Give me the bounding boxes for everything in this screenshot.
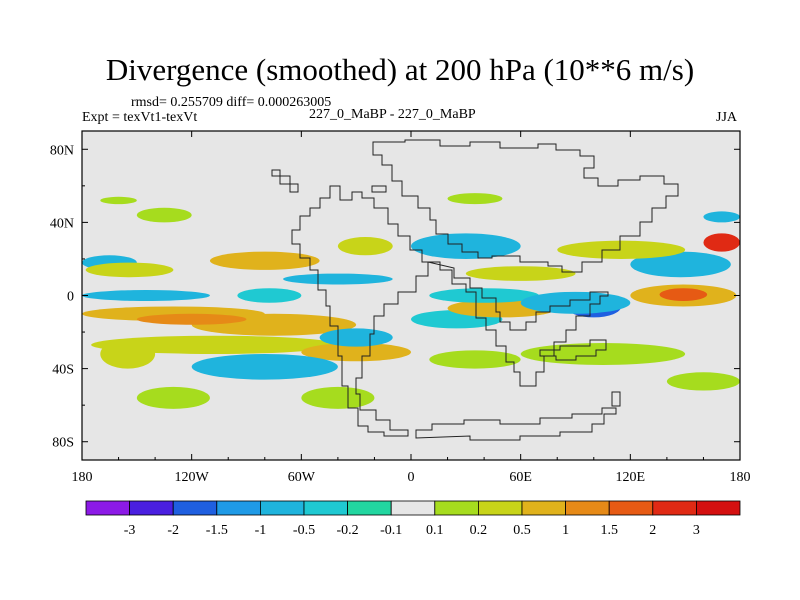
x-tick-label: 0: [408, 470, 415, 485]
anomaly-region: [136, 313, 247, 325]
anomaly-region: [703, 233, 740, 252]
x-tick-label: 120E: [616, 470, 646, 485]
anomaly-region: [411, 233, 521, 259]
anomaly-region: [209, 251, 320, 270]
x-tick-label: 120W: [175, 470, 210, 485]
experiment-label: Expt = texVt1-texVt: [82, 110, 198, 125]
x-tick-label: 180: [72, 470, 93, 485]
anomaly-region: [136, 386, 210, 409]
colorbar-swatch: [85, 500, 130, 516]
colorbar-label: 0.2: [470, 523, 488, 538]
colorbar-swatch: [303, 500, 348, 516]
colorbar-label: 3: [693, 523, 700, 538]
anomaly-region: [100, 196, 137, 205]
anomaly-region: [191, 353, 338, 380]
anomaly-region: [429, 350, 521, 369]
x-tick-label: 180: [730, 470, 751, 485]
continent-outline: [427, 261, 609, 387]
case-name-label: 227_0_MaBP - 227_0_MaBP: [309, 107, 476, 122]
colorbar-swatch: [172, 500, 218, 516]
colorbar-swatch: [347, 500, 392, 516]
colorbar-label: 1.5: [600, 523, 618, 538]
colorbar-swatch: [696, 500, 741, 516]
continent-outline: [611, 391, 621, 407]
y-tick-label: 80S: [52, 436, 74, 451]
y-tick-label: 80N: [50, 143, 74, 158]
colorbar-swatch: [129, 500, 174, 516]
continent-outline: [371, 185, 387, 193]
anomaly-region: [319, 328, 393, 347]
anomaly-region: [283, 273, 393, 285]
chart-title: Divergence (smoothed) at 200 hPa (10**6 …: [105, 52, 695, 87]
y-tick-label: 0: [67, 290, 74, 305]
colorbar-swatch: [216, 500, 261, 516]
colorbar-label: -3: [124, 523, 136, 538]
anomaly-region: [337, 237, 393, 256]
anomaly-region: [85, 262, 174, 278]
colorbar-swatch: [652, 500, 697, 516]
colorbar-swatch: [521, 500, 566, 516]
anomaly-region: [447, 193, 503, 205]
colorbar-label: -0.5: [293, 523, 315, 538]
anomaly-region: [659, 288, 708, 301]
y-tick-label: 40S: [52, 363, 74, 378]
colorbar-label: 1: [562, 523, 569, 538]
colorbar-swatch: [390, 500, 436, 516]
colorbar-label: 0.1: [426, 523, 444, 538]
continent-outline: [372, 139, 679, 273]
colorbar-label: -1: [255, 523, 267, 538]
anomaly-region: [630, 251, 731, 278]
colorbar-swatch: [565, 500, 610, 516]
anomaly-region: [520, 291, 631, 314]
colorbar-label: -0.2: [337, 523, 359, 538]
x-tick-label: 60E: [509, 470, 532, 485]
anomaly-region: [557, 240, 686, 259]
anomaly-region: [520, 343, 686, 365]
anomaly-region: [136, 207, 192, 223]
continent-outline: [271, 169, 299, 193]
anomaly-region: [666, 372, 740, 391]
continent-outline: [539, 339, 607, 361]
colorbar-swatch: [477, 500, 523, 516]
anomaly-region: [703, 211, 740, 223]
colorbar-swatch: [434, 500, 479, 516]
anomaly-region: [100, 339, 156, 369]
stats-line: rmsd= 0.255709 diff= 0.000263005: [131, 95, 332, 110]
x-tick-label: 60W: [288, 470, 316, 485]
anomaly-region: [465, 266, 576, 281]
colorbar-label: -2: [167, 523, 179, 538]
season-label: JJA: [716, 110, 738, 125]
colorbar-label: -1.5: [206, 523, 228, 538]
continent-outline: [291, 185, 429, 437]
colorbar-label: 2: [649, 523, 656, 538]
colorbar-label: 0.5: [513, 523, 531, 538]
anomaly-region: [82, 290, 210, 301]
y-tick-label: 40N: [50, 216, 74, 231]
continent-outline: [415, 407, 617, 441]
anomaly-region: [301, 386, 375, 409]
anomaly-region: [301, 343, 411, 362]
anomaly-region: [237, 288, 302, 303]
colorbar-label: -0.1: [380, 523, 402, 538]
colorbar-swatch: [608, 500, 654, 516]
anomaly-region: [429, 288, 539, 303]
colorbar-swatch: [259, 500, 305, 516]
